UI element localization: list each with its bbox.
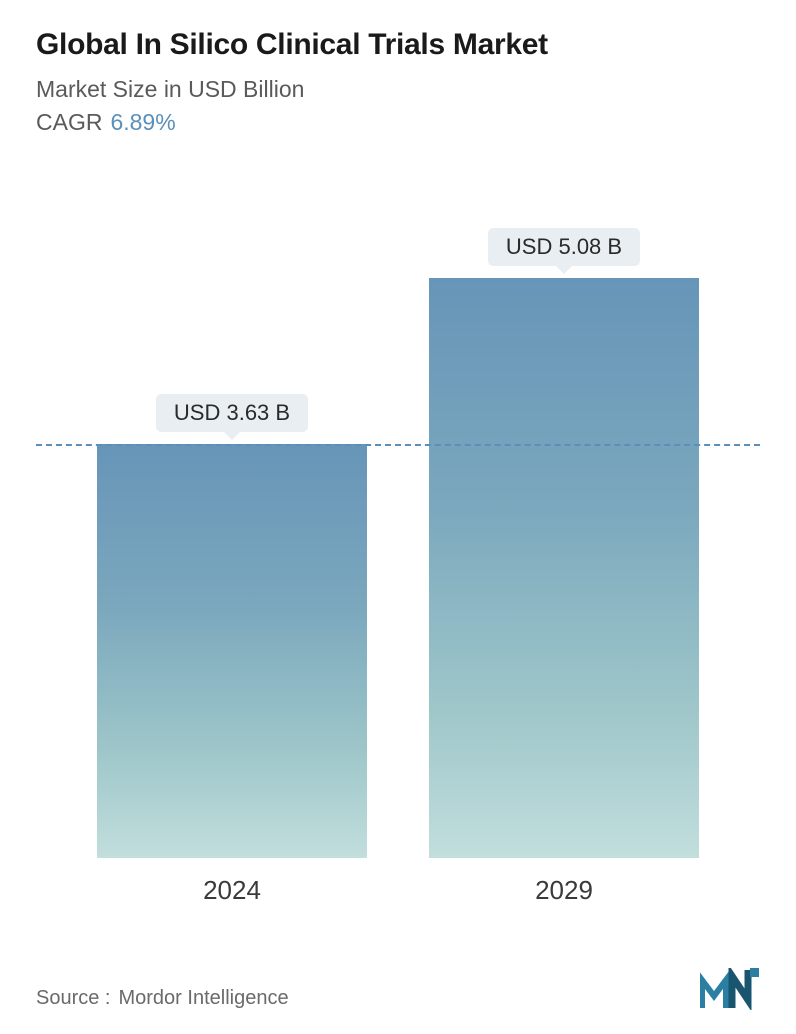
- logo-icon: [700, 968, 760, 1010]
- bar: [97, 444, 367, 858]
- market-chart: Global In Silico Clinical Trials Market …: [0, 0, 796, 1034]
- chart-title: Global In Silico Clinical Trials Market: [36, 28, 760, 62]
- chart-footer: Source : Mordor Intelligence: [36, 968, 760, 1010]
- chart-subtitle: Market Size in USD Billion: [36, 76, 760, 103]
- value-badge: USD 3.63 B: [156, 394, 308, 432]
- bar: [429, 278, 699, 858]
- value-badge: USD 5.08 B: [488, 228, 640, 266]
- x-label: 2024: [97, 875, 367, 906]
- source-text: Source : Mordor Intelligence: [36, 987, 289, 1010]
- plot-area: USD 3.63 B USD 5.08 B 2024 2029: [36, 196, 760, 906]
- source-name: Mordor Intelligence: [118, 987, 288, 1009]
- bar-group: USD 5.08 B: [429, 228, 699, 858]
- cagr-row: CAGR 6.89%: [36, 109, 760, 136]
- reference-line: [36, 444, 760, 446]
- cagr-value: 6.89%: [110, 109, 175, 135]
- x-axis-labels: 2024 2029: [36, 875, 760, 906]
- brand-logo: [700, 968, 760, 1010]
- source-label: Source :: [36, 987, 110, 1009]
- x-label: 2029: [429, 875, 699, 906]
- cagr-label: CAGR: [36, 109, 102, 135]
- bar-group: USD 3.63 B: [97, 394, 367, 858]
- bars-wrap: USD 3.63 B USD 5.08 B: [36, 196, 760, 858]
